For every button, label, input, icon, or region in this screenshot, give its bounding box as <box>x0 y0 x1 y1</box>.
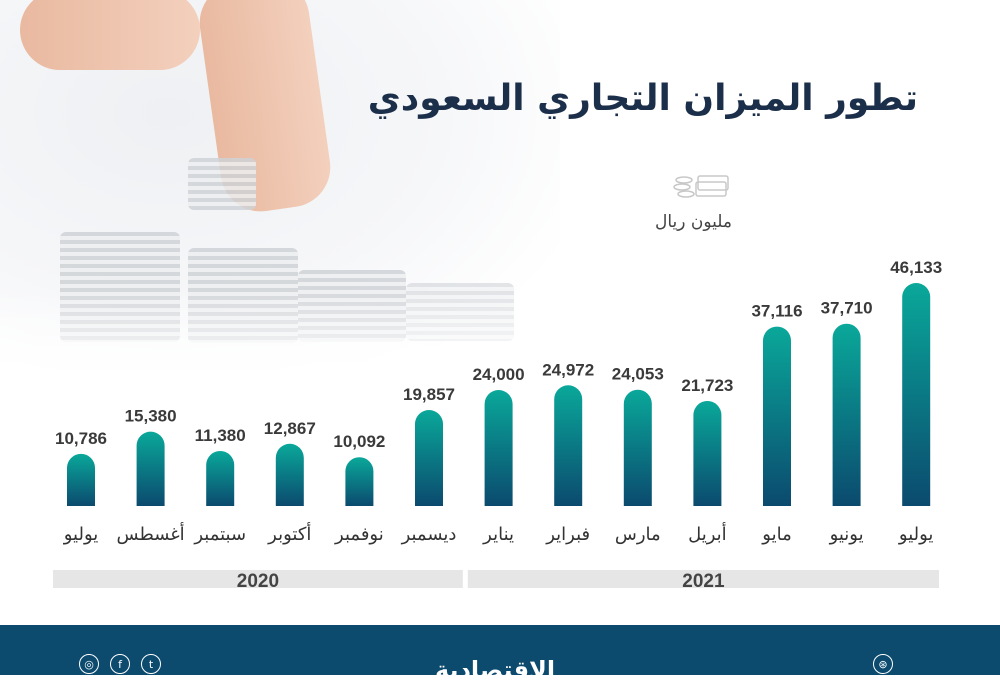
facebook-icon[interactable]: f <box>110 654 130 674</box>
footer <box>0 625 1000 675</box>
category-label: مايو <box>761 524 791 545</box>
category-label: سبتمبر <box>193 524 246 545</box>
coins-hand-photo <box>0 0 560 380</box>
bar <box>763 326 791 506</box>
coin-stack <box>188 158 256 210</box>
value-label: 10,092 <box>333 432 385 451</box>
bar <box>67 453 95 506</box>
bar <box>484 390 513 506</box>
instagram-icon[interactable]: ◎ <box>79 654 99 674</box>
category-label: فبراير <box>545 524 590 545</box>
photo-fade <box>0 290 560 380</box>
value-label: 19,857 <box>403 385 455 404</box>
bar-chart: 10,786 يوليو 15,380 أغسطس 11,380 سبتمبر 12,867… <box>53 258 942 592</box>
bar <box>275 443 304 506</box>
category-label: يونيو <box>829 524 864 545</box>
category-label: ديسمبر <box>401 524 457 545</box>
value-label: 37,116 <box>751 302 802 321</box>
year-band <box>53 570 463 588</box>
value-label: 24,000 <box>473 365 525 384</box>
hand-image <box>20 0 200 70</box>
chart-title: تطور الميزان التجاري السعودي <box>367 78 918 119</box>
value-label: 37,710 <box>821 299 873 318</box>
value-label: 10,786 <box>55 429 107 448</box>
bar <box>693 400 722 506</box>
dribbble-icon[interactable]: ⊛ <box>873 654 893 674</box>
year-label: 2020 <box>237 571 279 592</box>
bar <box>206 450 235 506</box>
category-label: يوليو <box>63 524 99 545</box>
bar <box>136 431 165 506</box>
category-label: أكتوبر <box>267 522 311 545</box>
category-label: مارس <box>615 524 661 545</box>
value-label: 46,133 <box>890 258 942 277</box>
bar <box>832 323 861 506</box>
year-band <box>467 570 939 588</box>
value-label: 15,380 <box>125 407 177 426</box>
category-label: نوفمبر <box>334 524 384 545</box>
category-label: يوليو <box>898 524 934 545</box>
year-label: 2021 <box>682 571 725 592</box>
value-label: 12,867 <box>264 419 316 438</box>
value-label: 24,053 <box>612 365 664 384</box>
bar <box>415 410 443 506</box>
category-label: أغسطس <box>117 522 185 545</box>
logo: الاقتصادية <box>435 656 556 684</box>
money-stack-icon <box>673 175 729 198</box>
bar <box>554 385 583 506</box>
bar <box>623 389 652 506</box>
value-label: 21,723 <box>681 376 733 395</box>
bar <box>345 457 374 506</box>
value-label: 24,972 <box>542 360 594 379</box>
twitter-icon[interactable]: t <box>141 654 161 674</box>
units-label: مليون ريال <box>655 212 733 232</box>
bar <box>902 283 931 506</box>
value-label: 11,380 <box>195 426 246 445</box>
category-label: يناير <box>482 524 514 545</box>
category-label: أبريل <box>688 522 727 545</box>
